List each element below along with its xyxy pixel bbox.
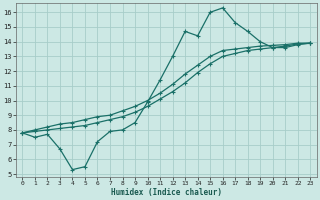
X-axis label: Humidex (Indice chaleur): Humidex (Indice chaleur) <box>111 188 222 197</box>
